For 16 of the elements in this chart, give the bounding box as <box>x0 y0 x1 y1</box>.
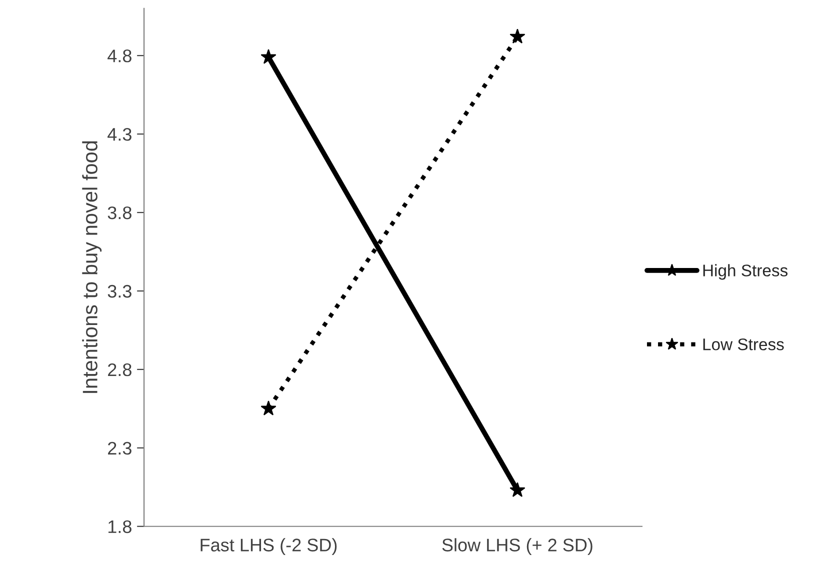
y-tick-label: 3.3 <box>108 284 132 298</box>
point <box>260 400 276 416</box>
legend-label: High Stress <box>703 264 788 280</box>
y-tick-label: 2.8 <box>108 363 132 376</box>
y-tick-label: 4.8 <box>108 50 132 62</box>
x-tick-label: Fast LHS (-2 SD) <box>200 538 337 556</box>
y-tick-label: 2.3 <box>108 442 132 455</box>
y-tick-label: 4.3 <box>108 128 132 141</box>
y-axis-title: Intentions to buy novel food <box>82 141 102 393</box>
x-tick-label: Slow LHS (+ 2 SD) <box>442 538 592 556</box>
y-tick-label: 3.8 <box>108 206 132 220</box>
point <box>260 48 276 64</box>
legend-label: Low Stress <box>703 338 784 350</box>
y-tick-label: 1.8 <box>108 520 132 534</box>
point <box>510 482 526 497</box>
point <box>510 28 526 44</box>
